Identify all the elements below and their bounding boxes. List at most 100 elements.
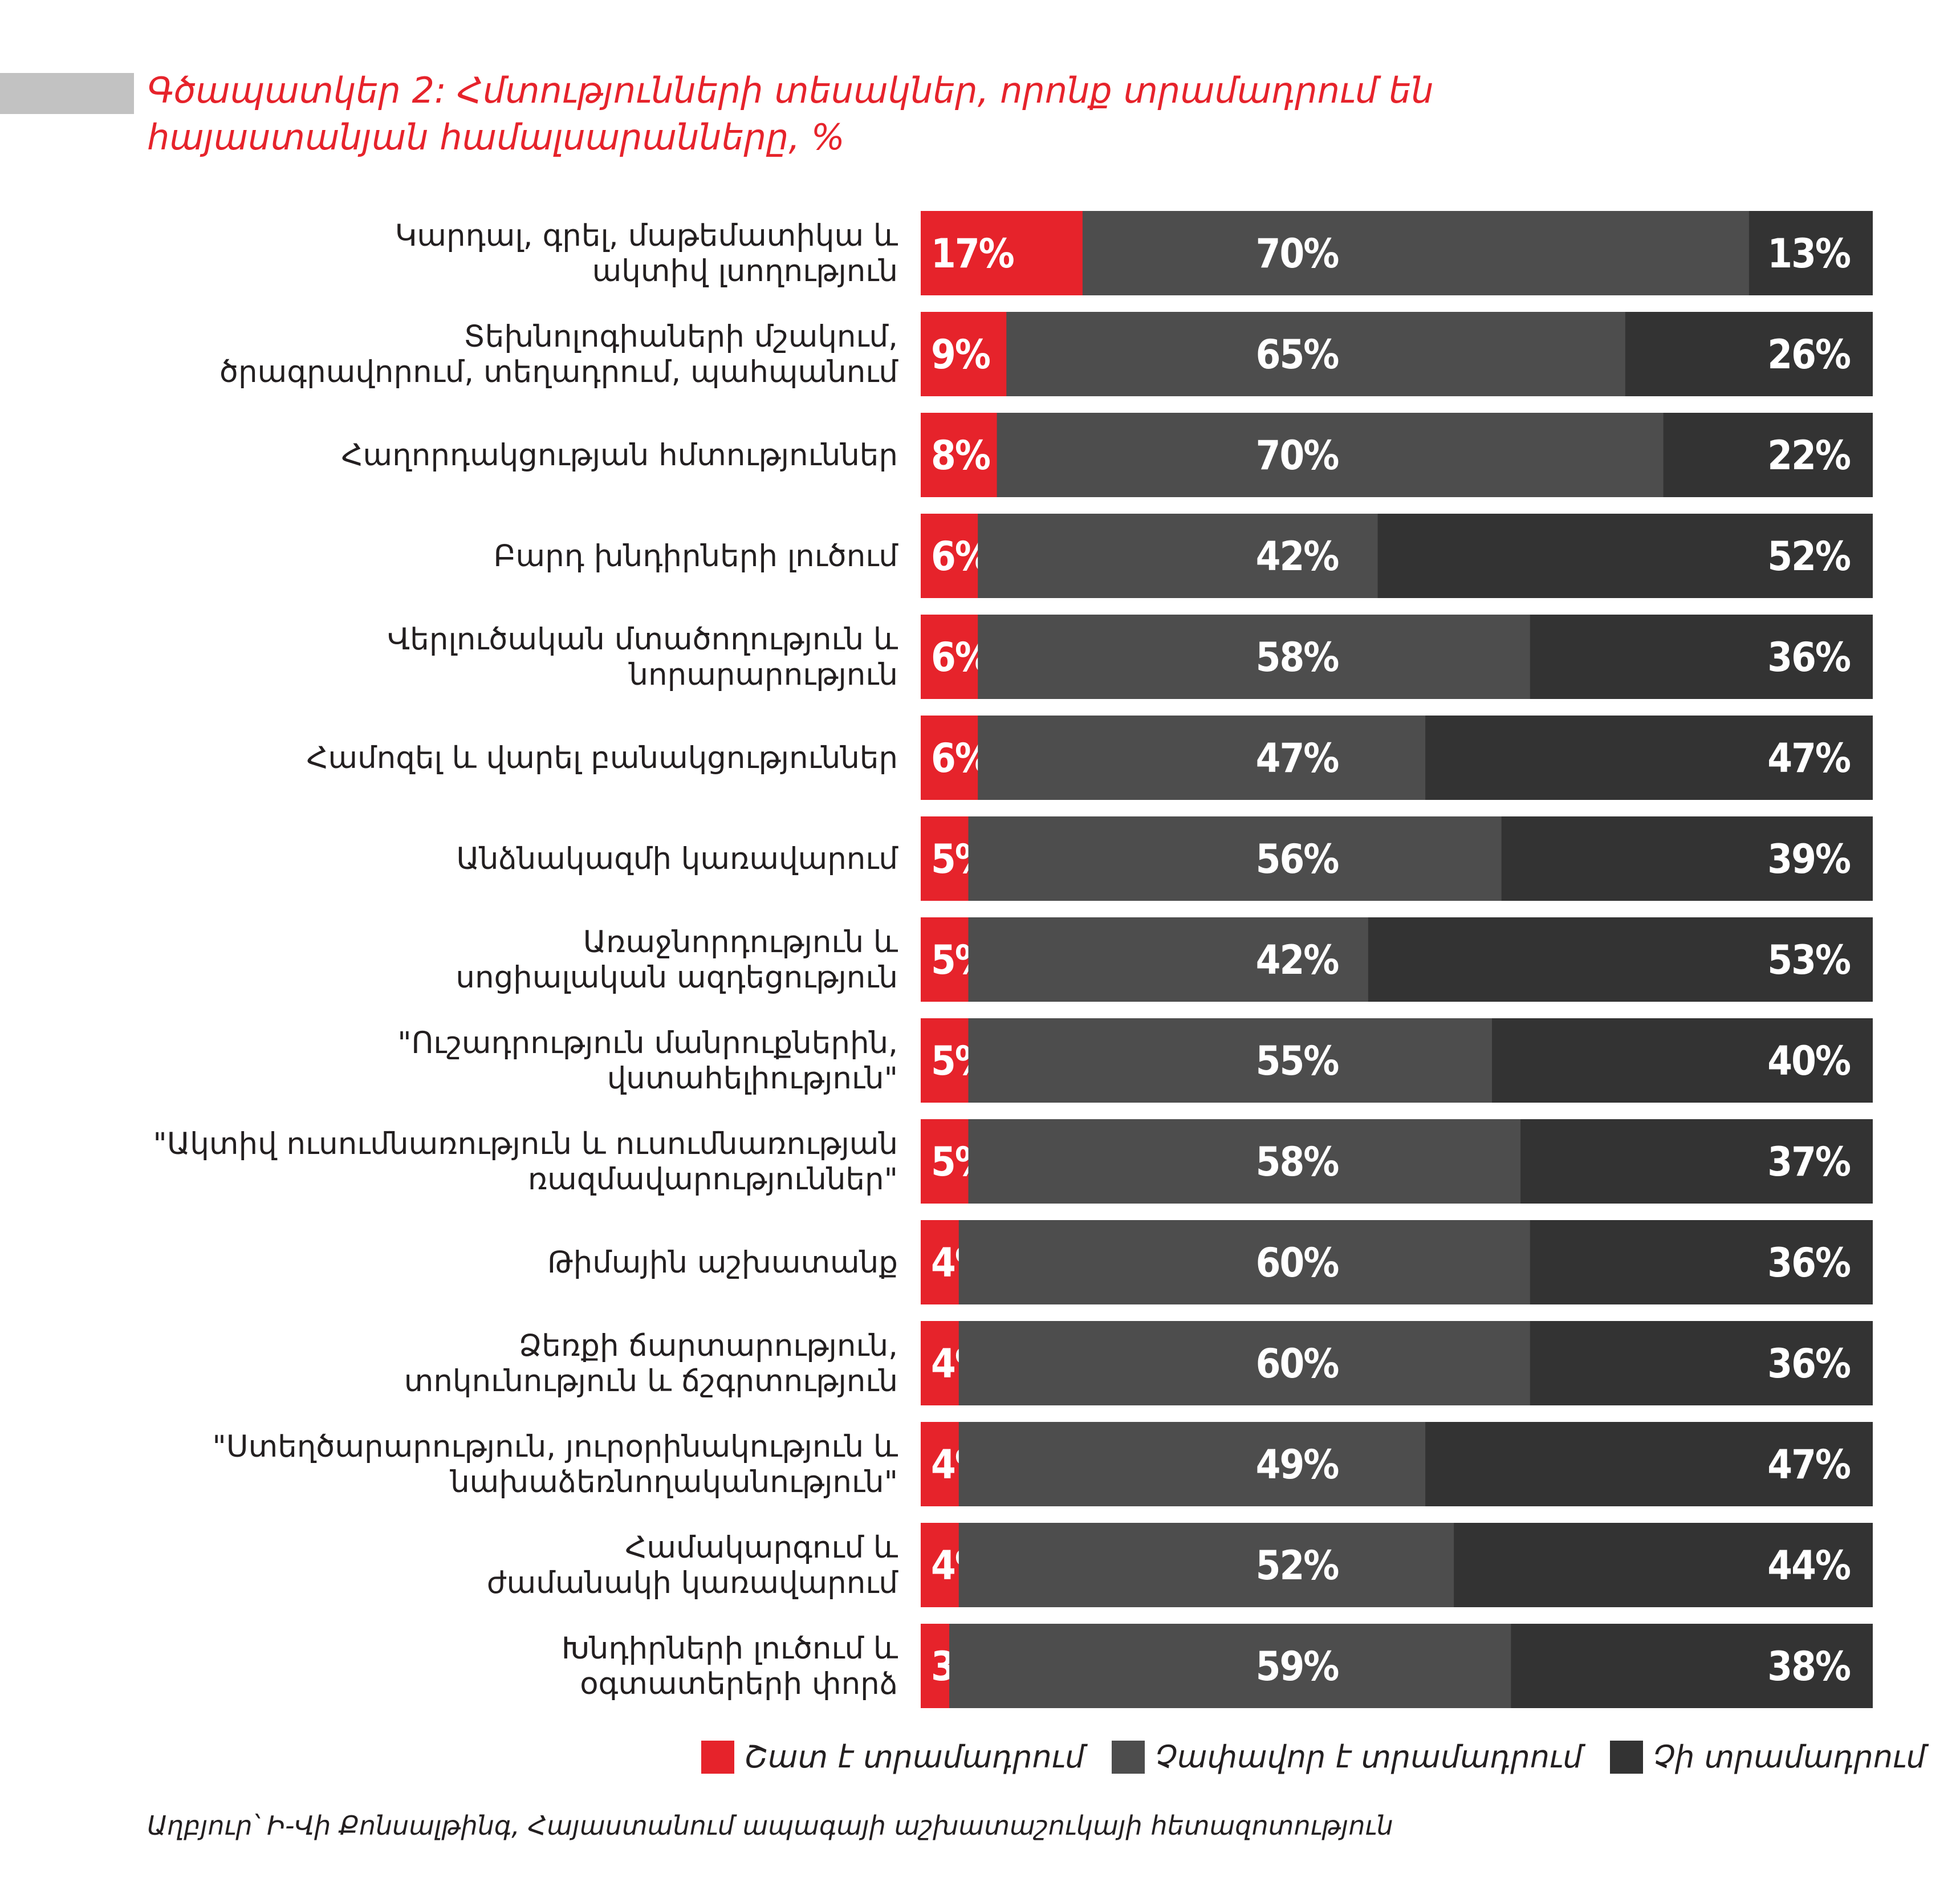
value-label-none: 26% [1767, 331, 1851, 378]
bar-segment-very [921, 1422, 959, 1506]
bar-segment-very [921, 716, 978, 800]
value-label-moderate: 65% [1256, 331, 1339, 378]
bar-segment-moderate [968, 917, 1369, 1002]
bar-segment-none [1748, 211, 1873, 295]
category-label: ռազմավարություններ" [528, 1162, 898, 1197]
legend-label-moderate: Չափավոր է տրամադրում [1155, 1739, 1583, 1775]
bar-segment-moderate [968, 1119, 1521, 1204]
legend-swatch-very [701, 1740, 734, 1774]
category-label: տոկունություն և ճշգրտություն [404, 1364, 898, 1399]
category-label: Առաջնորդություն և [583, 925, 898, 960]
legend-label-none: Չի տրամադրում [1653, 1739, 1926, 1775]
bar-segment-very [921, 1624, 950, 1708]
value-label-moderate: 60% [1256, 1340, 1339, 1387]
category-label: "Ակտիվ ուսումնառություն և ուսումնառությա… [153, 1127, 898, 1161]
value-label-moderate: 59% [1256, 1643, 1339, 1690]
bar-segment-very [921, 1220, 959, 1304]
category-label: Հաղորդակցության հմտություններ [341, 438, 898, 473]
value-label-none: 39% [1767, 836, 1851, 883]
category-label: Տեխնոլոգիաների մշակում, [463, 319, 898, 354]
value-label-none: 47% [1767, 1441, 1851, 1488]
value-label-very: 9% [931, 331, 990, 378]
value-label-moderate: 70% [1256, 230, 1339, 277]
value-label-moderate: 56% [1256, 836, 1339, 883]
category-label: Անձնակազմի կառավարում [456, 842, 898, 876]
bar-segment-none [1425, 716, 1873, 800]
category-label: նորարարություն [628, 657, 898, 692]
value-label-very: 8% [931, 432, 990, 479]
legend-swatch-moderate [1112, 1740, 1145, 1774]
category-label: ծրագրավորում, տեղադրում, պահպանում [219, 355, 898, 389]
bar-segment-very [921, 514, 978, 598]
legend-item-none: Չի տրամադրում [1609, 1739, 1926, 1775]
bar-segment-none [1425, 1422, 1873, 1506]
bar-segment-none [1377, 514, 1873, 598]
bar-segment-moderate [958, 1523, 1454, 1607]
value-label-none: 38% [1767, 1643, 1851, 1690]
legend: Շատ է տրամադրում Չափավոր է տրամադրում Չի… [701, 1739, 1953, 1775]
category-label: Համակարգում և [625, 1530, 898, 1565]
category-label: ժամանակի կառավարում [487, 1566, 899, 1600]
category-label: Ձեռքի ճարտարություն, [519, 1328, 898, 1363]
category-label: նախաձեռնողականություն" [449, 1465, 898, 1499]
title-marker [0, 73, 134, 114]
value-label-moderate: 47% [1256, 735, 1339, 782]
bar-segment-very [921, 816, 969, 901]
value-label-moderate: 58% [1256, 1139, 1339, 1185]
category-label: Կարդալ, գրել, մաթեմատիկա և [395, 218, 898, 253]
value-label-none: 47% [1767, 735, 1851, 782]
category-label: Թիմային աշխատանք [547, 1245, 898, 1280]
category-label: վստահելիություն" [607, 1061, 898, 1096]
value-label-moderate: 52% [1256, 1542, 1339, 1589]
bar-segment-none [1625, 312, 1873, 396]
bar-segment-none [1511, 1624, 1873, 1708]
bar-segment-very [921, 312, 1007, 396]
value-label-none: 40% [1767, 1038, 1851, 1084]
value-label-none: 22% [1767, 432, 1851, 479]
bar-segment-moderate [978, 716, 1426, 800]
value-label-none: 36% [1767, 1239, 1851, 1286]
bar-segment-very [921, 1523, 959, 1607]
value-label-moderate: 55% [1256, 1038, 1339, 1084]
value-label-moderate: 60% [1256, 1239, 1339, 1286]
value-label-moderate: 70% [1256, 432, 1339, 479]
value-label-moderate: 42% [1256, 533, 1339, 580]
category-label: սոցիալական ազդեցություն [456, 960, 898, 995]
bar-segment-none [1501, 816, 1873, 901]
category-label: ակտիվ լսողություն [592, 254, 898, 288]
bar-segment-moderate [968, 816, 1502, 901]
bar-segment-very [921, 211, 1083, 295]
bar-segment-very [921, 615, 978, 699]
legend-item-moderate: Չափավոր է տրամադրում [1112, 1739, 1583, 1775]
legend-swatch-none [1609, 1740, 1643, 1774]
bar-segment-none [1530, 1321, 1873, 1405]
category-label: Վերլուծական մտածողություն և [387, 622, 898, 657]
value-label-very: 17% [931, 230, 1014, 277]
bar-segment-none [1520, 1119, 1873, 1204]
bar-segment-very [921, 1321, 959, 1405]
bar-segment-very [921, 1018, 969, 1103]
bar-segment-none [1530, 1220, 1873, 1304]
bar-segment-moderate [968, 1018, 1493, 1103]
bar-segment-moderate [978, 514, 1378, 598]
legend-item-very: Շատ է տրամադրում [701, 1739, 1084, 1775]
bar-segment-none [1663, 413, 1873, 497]
bar-segment-moderate [958, 1321, 1531, 1405]
chart-title: Գծապատկեր 2: Հմտությունների տեսակներ, որ… [147, 67, 1800, 161]
bar-segment-moderate [1082, 211, 1750, 295]
bar-segment-moderate [997, 413, 1664, 497]
bar-segment-none [1530, 615, 1873, 699]
bar-segment-none [1454, 1523, 1873, 1607]
value-label-none: 13% [1767, 230, 1851, 277]
category-label: Բարդ խնդիրների լուծում [494, 539, 899, 574]
bar-segment-none [1492, 1018, 1873, 1103]
value-label-moderate: 58% [1256, 634, 1339, 681]
bar-segment-very [921, 1119, 969, 1204]
bar-segment-moderate [949, 1624, 1511, 1708]
chart-title-line-1: Գծապատկեր 2: Հմտությունների տեսակներ, որ… [147, 70, 1434, 111]
value-label-none: 37% [1767, 1139, 1851, 1185]
legend-label-very: Շատ է տրամադրում [745, 1739, 1085, 1775]
category-label: "Ուշադրություն մանրուքներին, [397, 1026, 898, 1060]
source-note: Աղբյուր՝ Ի-Վի Քոնսալթինգ, Հայաստանում ապ… [147, 1810, 1393, 1841]
